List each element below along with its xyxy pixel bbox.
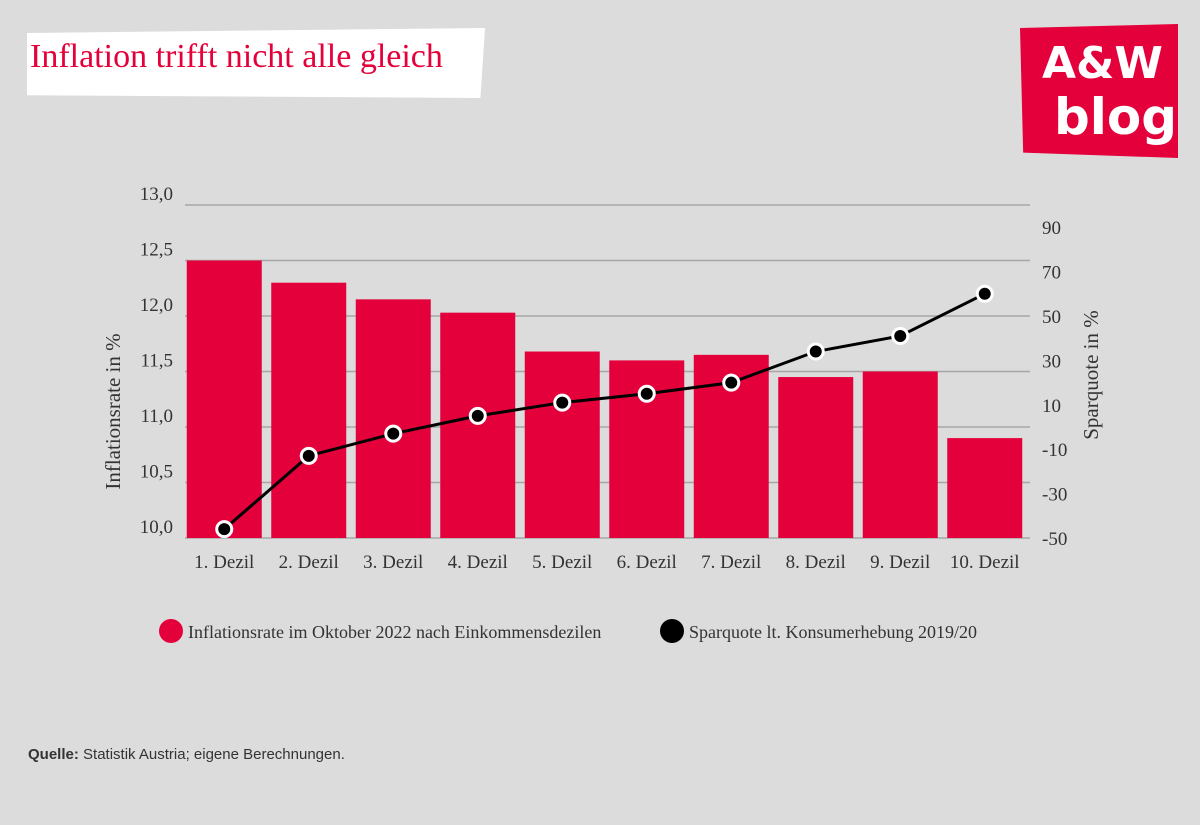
bar: [947, 438, 1023, 538]
page-title: Inflation trifft nicht alle gleich: [30, 38, 443, 75]
legend-label-line: Sparquote lt. Konsumerhebung 2019/20: [689, 622, 977, 642]
logo-text-blog: blog: [1054, 88, 1178, 146]
source-text: Statistik Austria; eigene Berechnungen.: [78, 746, 345, 763]
x-tick-label: 10. Dezil: [950, 552, 1020, 573]
x-tick-label: 8. Dezil: [786, 552, 846, 573]
legend-label-bar: Inflationsrate im Oktober 2022 nach Eink…: [188, 622, 601, 642]
x-tick-label: 2. Dezil: [279, 552, 339, 573]
line-point: [553, 393, 572, 412]
left-tick-label: 12,5: [140, 240, 173, 261]
x-tick-label: 9. Dezil: [870, 552, 930, 573]
bar: [355, 299, 431, 538]
x-tick-label: 3. Dezil: [363, 552, 423, 573]
bar: [271, 282, 347, 538]
logo-text-aw: A&W: [1042, 38, 1163, 89]
line-point: [468, 406, 487, 425]
series-line: [223, 292, 986, 531]
left-tick-label: 12,0: [140, 295, 173, 316]
source-label: Quelle:: [28, 746, 79, 763]
x-tick-label: 4. Dezil: [448, 552, 508, 573]
bar: [862, 371, 938, 538]
y-axis-right-label: Sparquote in %: [1079, 310, 1103, 439]
right-tick-label: 90: [1042, 218, 1061, 239]
left-tick-label: 13,0: [140, 184, 173, 205]
line-point: [299, 446, 318, 465]
line-point: [891, 326, 910, 345]
x-tick-label: 6. Dezil: [617, 552, 677, 573]
right-tick-label: -10: [1042, 440, 1067, 461]
line-point: [975, 284, 994, 303]
right-tick-label: 50: [1042, 307, 1061, 328]
left-tick-label: 11,5: [140, 351, 173, 372]
right-tick-label: -30: [1042, 485, 1067, 506]
line-point: [806, 342, 825, 361]
x-tick-label: 7. Dezil: [701, 552, 761, 573]
right-tick-label: 70: [1042, 263, 1061, 284]
bar: [778, 377, 854, 538]
right-tick-label: 10: [1042, 396, 1061, 417]
left-tick-label: 10,0: [140, 517, 173, 538]
bar: [524, 351, 600, 538]
x-tick-label: 5. Dezil: [532, 552, 592, 573]
line-point: [637, 384, 656, 403]
right-tick-label: -50: [1042, 529, 1067, 550]
legend-marker-line: [660, 619, 684, 643]
source-note: Quelle: Statistik Austria; eigene Berech…: [28, 746, 345, 763]
title-background: [27, 28, 485, 98]
y-axis-left-label: Inflationsrate in %: [101, 333, 125, 489]
right-tick-label: 30: [1042, 351, 1061, 372]
bar: [440, 312, 516, 538]
bar: [186, 260, 262, 538]
line-point: [384, 424, 403, 443]
left-tick-label: 10,5: [140, 462, 173, 483]
x-tick-label: 1. Dezil: [194, 552, 254, 573]
line-point: [722, 373, 741, 392]
legend-marker-bar: [159, 619, 183, 643]
line-point: [215, 520, 234, 539]
aw-blog-logo[interactable]: A&W blog: [1020, 24, 1178, 158]
left-tick-label: 11,0: [140, 406, 173, 427]
